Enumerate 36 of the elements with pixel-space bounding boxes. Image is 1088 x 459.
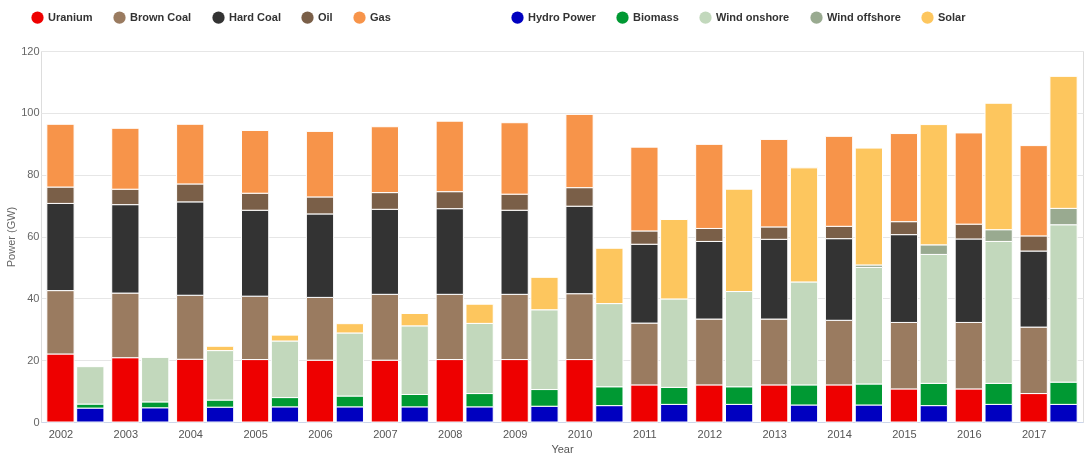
y-tick-label: 0	[33, 415, 40, 428]
legend-label: Hard Coal	[229, 10, 281, 23]
x-tick-label: 2016	[957, 427, 982, 440]
legend-label: Solar	[938, 10, 967, 23]
y-tick-label: 20	[27, 353, 40, 366]
legend-label: Hydro Power	[528, 10, 597, 23]
bar	[854, 147, 884, 266]
legend-label: Wind onshore	[716, 10, 790, 23]
x-tick-label: 2012	[697, 427, 723, 440]
legend-label: Brown Coal	[130, 10, 192, 23]
x-tick-label: 2002	[48, 427, 74, 440]
x-axis-title: Year	[551, 442, 574, 455]
x-tick-label: 2014	[827, 427, 852, 440]
y-tick-label: 40	[27, 291, 40, 304]
x-tick-label: 2006	[308, 427, 333, 440]
x-tick-label: 2007	[373, 427, 398, 440]
x-tick-label: 2004	[178, 427, 203, 440]
y-tick-label: 120	[21, 44, 40, 57]
y-tick-label: 60	[27, 230, 40, 242]
x-tick-label: 2010	[567, 427, 593, 440]
x-tick-label: 2013	[762, 427, 787, 440]
legend-label: Wind offshore	[827, 10, 901, 23]
x-tick-label: 2005	[243, 427, 268, 440]
legend-label: Biomass	[633, 10, 679, 23]
x-tick-label: 2003	[113, 427, 139, 440]
legend-label: Gas	[370, 10, 391, 23]
legend-label: Oil	[318, 10, 333, 23]
x-tick-label: 2017	[1021, 427, 1047, 440]
x-tick-label: 2011	[633, 427, 657, 440]
y-axis-title: Power (GW)	[5, 206, 18, 268]
x-tick-label: 2008	[438, 427, 463, 440]
x-tick-label: 2015	[892, 427, 917, 440]
x-tick-label: 2009	[502, 427, 528, 440]
y-tick-label: 80	[27, 168, 40, 181]
y-tick-label: 100	[21, 106, 40, 119]
legend-label: Uranium	[48, 10, 93, 23]
